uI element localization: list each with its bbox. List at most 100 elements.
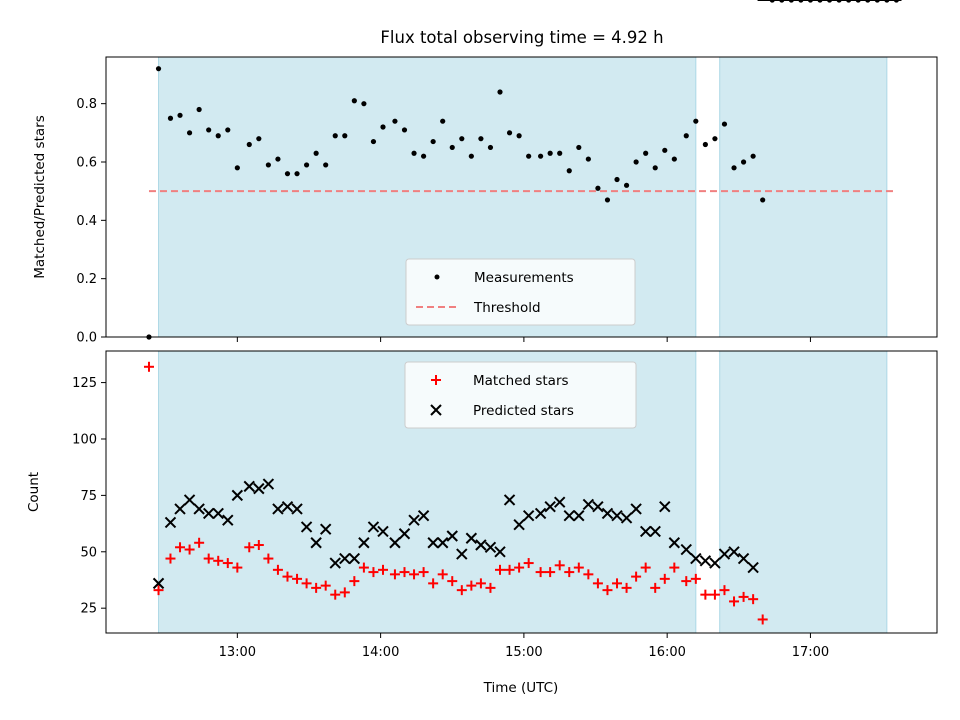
predicted-stars-point: [300, 521, 313, 533]
predicted-stars-point: [668, 537, 681, 549]
predicted-stars-point: [456, 548, 468, 560]
measurement-point: [478, 136, 484, 142]
count-panel: 25 50 75 100 125 13:00 14:00 15:00 16:00 17:00 C…: [26, 0, 938, 696]
measurement-point: [712, 136, 718, 142]
predicted-stars-point: [522, 509, 535, 522]
measurement-point: [506, 130, 513, 136]
matched-stars-point: [592, 578, 603, 589]
matched-stars-point: [378, 564, 388, 575]
ratio-axes-frame: [105, 56, 938, 338]
x-axis-label: Time (UTC): [483, 680, 559, 696]
matched-stars-point: [650, 582, 661, 593]
measurement-point: [313, 150, 319, 156]
ratio-legend-box: [405, 258, 636, 326]
predicted-stars-point: [202, 507, 215, 520]
matched-stars-point: [719, 585, 730, 596]
predicted-stars-point: [620, 512, 633, 524]
matched-stars-point: [504, 564, 515, 575]
count-axes-frame: [105, 350, 938, 634]
matched-stars-point: [184, 544, 195, 555]
chart-title: Flux total observing time = 4.92 h: [380, 28, 663, 47]
measurement-point: [215, 133, 221, 139]
ratio-legend: Measurements Threshold: [405, 258, 636, 326]
predicted-stars-point: [649, 525, 661, 538]
measurement-point: [225, 127, 231, 133]
predicted-stars-point: [222, 514, 234, 526]
x-tick-label: 17:00: [792, 645, 829, 660]
predicted-stars-point: [446, 530, 458, 542]
matched-stars-point: [583, 569, 594, 580]
predicted-stars-point: [310, 537, 322, 549]
matched-stars-point: [466, 580, 477, 591]
predicted-stars-point: [367, 521, 380, 533]
predicted-stars-point: [699, 555, 712, 567]
matched-stars-point: [143, 361, 154, 372]
matched-stars-point: [640, 562, 651, 573]
matched-stars-point: [349, 576, 360, 587]
predicted-stars-point: [427, 537, 439, 549]
measurement-point: [323, 162, 329, 168]
measurement-point: [604, 197, 611, 203]
matched-stars-point: [311, 582, 322, 593]
legend-measurements-label: Measurements: [474, 270, 574, 286]
predicted-stars-point: [253, 482, 265, 495]
predicted-stars-point: [183, 494, 196, 506]
matched-stars-point: [175, 542, 186, 553]
x-tick-label: 14:00: [362, 645, 399, 660]
measurement-point: [595, 185, 601, 191]
matched-stars-point: [485, 582, 496, 593]
x-tick-label: 15:00: [505, 645, 542, 660]
matched-stars-point: [272, 564, 283, 575]
count-y-axis-label: Count: [26, 472, 42, 512]
y-tick-label: 0.4: [76, 214, 97, 229]
predicted-stars-point: [494, 546, 506, 558]
predicted-stars-point: [193, 503, 205, 515]
predicted-stars-point: [639, 525, 652, 538]
matched-stars-point: [681, 576, 692, 587]
measurement-point: [275, 156, 281, 162]
measurement-point: [167, 115, 174, 121]
matched-stars-point: [339, 587, 350, 598]
measurement-point: [351, 98, 357, 104]
predicted-stars-point: [630, 503, 642, 515]
y-tick-label: 125: [72, 376, 97, 391]
matched-stars-point: [153, 585, 164, 596]
matched-stars-point: [437, 569, 448, 580]
measurement-point: [740, 159, 747, 165]
predicted-stars-point: [152, 577, 165, 590]
predicted-stars-point: [319, 523, 332, 535]
legend-threshold-label: Threshold: [473, 300, 541, 316]
matched-stars-point: [475, 578, 486, 589]
measurement-point: [332, 133, 338, 139]
predicted-stars-point: [291, 503, 303, 515]
measurement-point: [177, 112, 183, 118]
count-legend: Matched stars Predicted stars: [404, 361, 637, 429]
measurement-point: [671, 156, 677, 162]
legend-measurements-marker: [434, 274, 440, 280]
matched-stars-point: [545, 567, 556, 578]
matched-stars-point: [535, 567, 546, 578]
matched-stars-point: [631, 571, 642, 582]
predicted-stars-point: [339, 552, 351, 565]
measurement-point: [538, 153, 544, 159]
predicted-stars-point: [553, 496, 566, 508]
predicted-stars-point: [358, 537, 370, 549]
predicted-stars-point: [737, 552, 750, 565]
matched-stars-point: [282, 571, 293, 582]
measurement-point: [721, 121, 728, 127]
ratio-y-axis-label: Matched/Predicted stars: [32, 115, 48, 278]
predicted-stars-point: [417, 509, 430, 522]
measurement-point: [155, 66, 162, 72]
predicted-stars-point: [544, 500, 556, 513]
measurement-point: [234, 165, 240, 171]
predicted-stars-point: [747, 561, 759, 574]
measurement-point: [246, 141, 252, 148]
matched-stars-point: [514, 562, 525, 573]
y-tick-label: 0.6: [76, 156, 97, 171]
predicted-stars-point: [408, 514, 420, 526]
measurement-point: [370, 138, 377, 145]
matched-stars-point: [330, 589, 341, 600]
matched-stars-point: [368, 567, 379, 578]
matched-stars-point: [203, 553, 214, 564]
matched-stars-point: [165, 553, 176, 564]
